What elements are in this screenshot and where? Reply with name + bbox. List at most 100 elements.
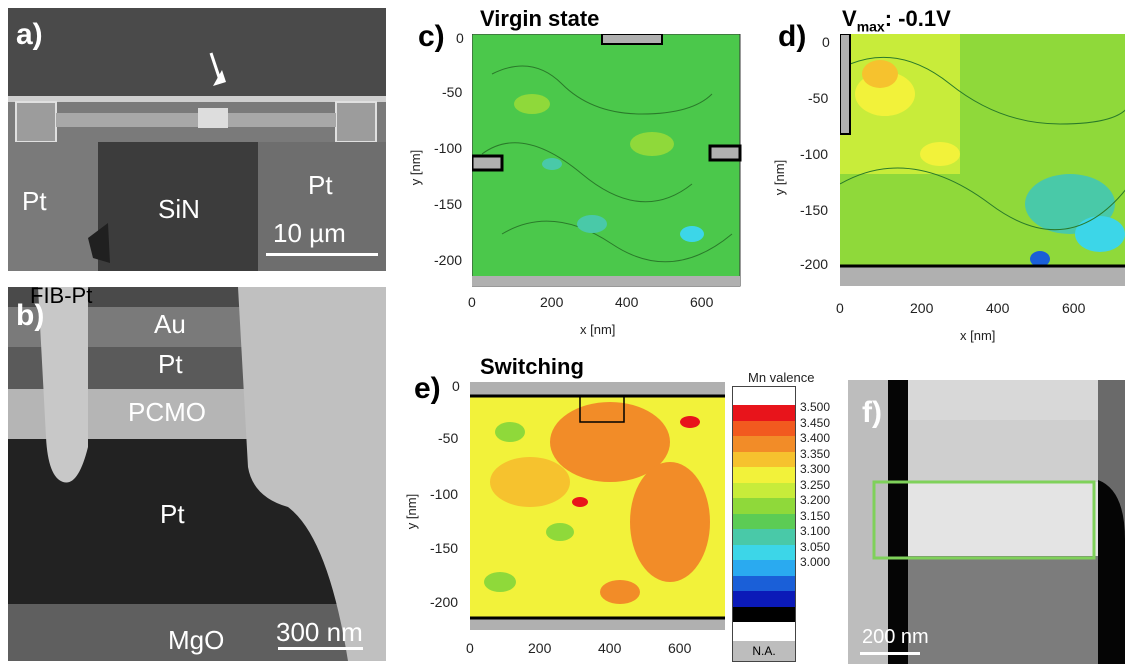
colorbar-title: Mn valence — [748, 370, 815, 385]
panel-f-stem-image: f) 200 nm — [848, 380, 1125, 664]
x-tick-200: 200 — [528, 640, 552, 656]
panel-f-graphic — [848, 380, 1125, 664]
colorbar-swatch — [733, 436, 795, 452]
colorbar-swatch — [733, 482, 795, 498]
x-tick-0: 0 — [468, 294, 476, 310]
panel-f-label: f) — [862, 396, 882, 429]
y-tick-m100: -100 — [434, 140, 463, 156]
panel-b-tem-image: b) FIB-Pt Au Pt PCMO Pt MgO 300 nm — [8, 283, 386, 661]
y-axis-label: y [nm] — [408, 149, 424, 186]
x-tick-600: 600 — [668, 640, 692, 656]
colorbar-na-cell: N.A. — [733, 641, 795, 661]
colorbar-swatch — [733, 606, 795, 622]
colorbar-value-label: 3.000 — [800, 555, 831, 569]
colorbar-value-label: 3.450 — [800, 415, 831, 430]
y-tick-m150: -150 — [430, 540, 459, 556]
y-tick-m100: -100 — [800, 146, 829, 162]
colorbar-swatch — [733, 575, 795, 591]
label-pt-left: Pt — [22, 186, 47, 216]
colorbar-value-label: 3.400 — [800, 431, 831, 445]
x-tick-600: 600 — [690, 294, 714, 310]
panel-c-plot — [472, 34, 742, 287]
panel-d-title-rest: : -0.1V — [884, 6, 951, 31]
y-tick-m50: -50 — [438, 430, 459, 446]
panel-d-title-sub: max — [856, 18, 885, 35]
y-axis-label: y [nm] — [772, 159, 788, 196]
scale-bar-label: 10 µm — [273, 218, 346, 248]
colorbar-swatch — [733, 467, 795, 483]
x-tick-400: 400 — [615, 294, 639, 310]
y-tick-0: 0 — [822, 34, 830, 50]
y-tick-m150: -150 — [800, 202, 829, 218]
panel-e-map: e) Switching 0 200 400 600 0 -50 -100 -1… — [400, 352, 840, 664]
colorbar-swatches — [733, 405, 795, 622]
label-pt-right: Pt — [308, 170, 333, 200]
y-axis-label: y [nm] — [404, 493, 420, 530]
x-axis-label: x [nm] — [960, 328, 996, 343]
panel-c-label: c) — [418, 20, 445, 53]
colorbar-value-label: 3.350 — [800, 446, 831, 461]
scale-bar-label: 300 nm — [276, 617, 363, 647]
scale-bar-label: 200 nm — [862, 626, 929, 648]
x-tick-400: 400 — [598, 640, 622, 656]
colorbar-swatch — [733, 591, 795, 607]
colorbar-swatch — [733, 560, 795, 576]
colorbar-blank-top — [733, 387, 795, 405]
colorbar-swatch — [733, 405, 795, 421]
colorbar-swatch — [733, 420, 795, 436]
label-fib-pt: FIB-Pt — [30, 283, 93, 308]
panel-c-title: Virgin state — [480, 6, 600, 31]
panel-b-graphic — [8, 287, 386, 661]
x-tick-400: 400 — [986, 300, 1010, 316]
colorbar-value-label: 3.100 — [800, 524, 831, 538]
label-pcmo: PCMO — [128, 397, 206, 427]
y-tick-0: 0 — [456, 30, 464, 46]
panel-d-title-main: V — [842, 6, 857, 31]
y-tick-m200: -200 — [800, 256, 829, 272]
x-axis-label: x [nm] — [580, 322, 616, 337]
y-tick-m100: -100 — [430, 486, 459, 502]
colorbar-swatch — [733, 544, 795, 560]
y-tick-m200: -200 — [434, 252, 463, 268]
y-tick-m200: -200 — [430, 594, 459, 610]
y-tick-m150: -150 — [434, 196, 463, 212]
colorbar-swatch — [733, 498, 795, 514]
panel-d-plot — [840, 34, 1125, 286]
label-pt-top: Pt — [158, 349, 183, 379]
colorbar-value-label: 3.200 — [800, 493, 831, 507]
colorbar-value-label: 3.250 — [800, 477, 831, 492]
panel-e-plot — [470, 382, 725, 630]
x-tick-0: 0 — [466, 640, 474, 656]
x-tick-200: 200 — [540, 294, 564, 310]
panel-d-label: d) — [778, 20, 807, 53]
label-mgo: MgO — [168, 625, 225, 655]
panel-d-title: Vmax: -0.1V — [842, 6, 951, 34]
panel-e-title: Switching — [480, 354, 584, 379]
colorbar: N.A. — [732, 386, 796, 662]
colorbar-na-label: N.A. — [752, 644, 776, 658]
panel-b-label: b) — [16, 299, 45, 332]
panel-e-label: e) — [414, 372, 441, 405]
panel-a-label: a) — [16, 18, 43, 51]
y-tick-m50: -50 — [808, 90, 829, 106]
label-pt-bottom: Pt — [160, 499, 185, 529]
colorbar-value-label: 3.300 — [800, 462, 831, 476]
panel-c-map: c) Virgin state 0 200 400 600 x [nm] 0 -… — [400, 0, 750, 350]
x-tick-600: 600 — [1062, 300, 1086, 316]
y-tick-0: 0 — [452, 378, 460, 394]
x-tick-0: 0 — [836, 300, 844, 316]
x-tick-200: 200 — [910, 300, 934, 316]
colorbar-value-label: 3.050 — [800, 539, 831, 554]
colorbar-swatch — [733, 513, 795, 529]
panel-d-map: d) Vmax: -0.1V 0 200 400 600 x [nm] 0 -5… — [770, 0, 1125, 350]
colorbar-value-label: 3.150 — [800, 508, 831, 523]
colorbar-value-label: 3.500 — [800, 400, 831, 414]
panel-a-sem-image: a) Pt SiN Pt 10 µm — [8, 8, 386, 271]
colorbar-swatch — [733, 451, 795, 467]
colorbar-swatch — [733, 529, 795, 545]
label-sin: SiN — [158, 194, 200, 224]
colorbar-blank-bottom — [733, 622, 795, 638]
y-tick-m50: -50 — [442, 84, 463, 100]
panel-a-graphic — [8, 8, 386, 271]
label-au: Au — [154, 309, 186, 339]
